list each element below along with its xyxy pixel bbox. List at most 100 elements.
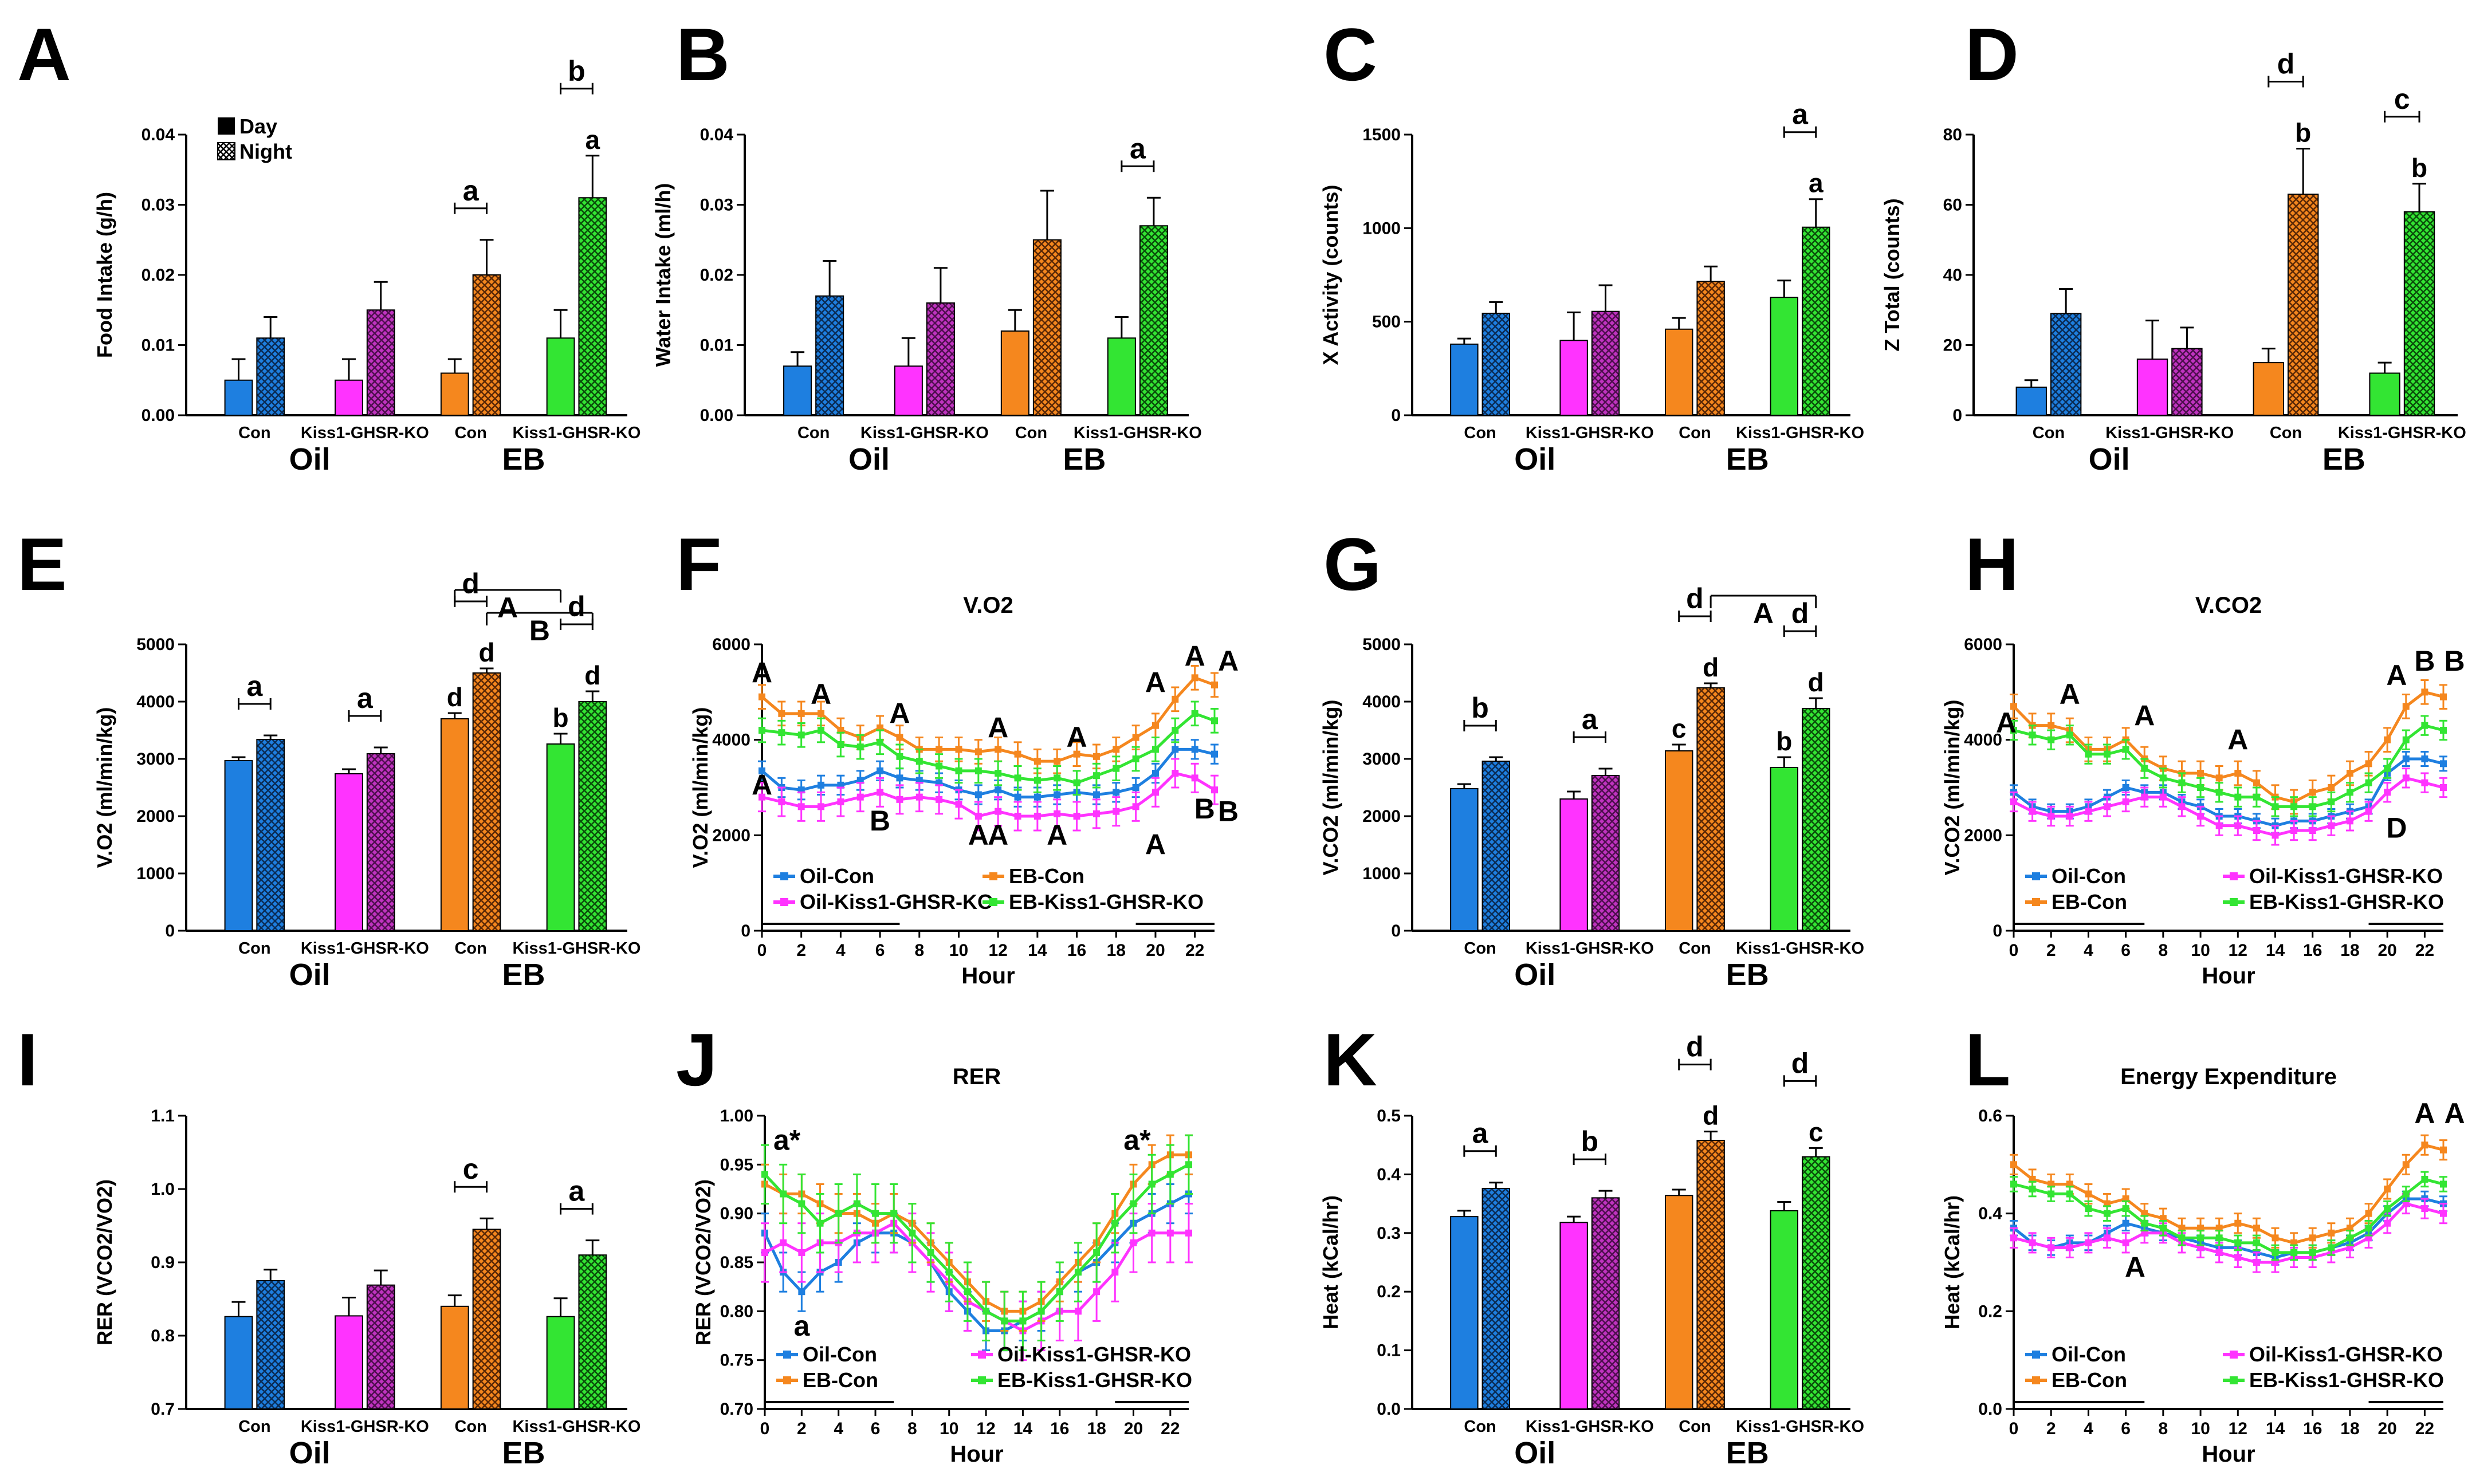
x-tick-label: 0 bbox=[2009, 941, 2019, 960]
data-point bbox=[2104, 803, 2111, 810]
y-tick-label: 0.90 bbox=[720, 1204, 753, 1223]
y-tick-label: 0.70 bbox=[720, 1400, 753, 1419]
x-tick-label: 18 bbox=[1107, 941, 1126, 960]
data-point bbox=[2271, 1249, 2279, 1256]
significance-letter: c bbox=[463, 1153, 479, 1185]
data-point bbox=[778, 798, 785, 805]
x-tick-label: 12 bbox=[988, 941, 1007, 960]
x-tick-label: 0 bbox=[757, 941, 767, 960]
chart-title: V.O2 bbox=[963, 593, 1013, 618]
y-tick-label: 1500 bbox=[1362, 125, 1401, 144]
bar bbox=[256, 1280, 285, 1410]
x-tick-label: 16 bbox=[1067, 941, 1086, 960]
legend-marker bbox=[783, 1351, 791, 1359]
category-label: Con bbox=[1015, 424, 1047, 442]
category-label: Kiss1-GHSR-KO bbox=[301, 1418, 429, 1436]
data-point bbox=[2421, 1205, 2428, 1213]
significance-letter: d bbox=[2277, 48, 2295, 80]
bar bbox=[472, 1229, 501, 1410]
bar bbox=[1591, 1197, 1620, 1410]
x-axis-label: Hour bbox=[961, 963, 1015, 989]
data-point bbox=[1014, 750, 1021, 758]
bar bbox=[1032, 239, 1062, 416]
x-tick-label: 14 bbox=[1028, 941, 1047, 960]
bar bbox=[1591, 775, 1620, 931]
data-point bbox=[1092, 791, 1100, 798]
legend-marker bbox=[2032, 898, 2040, 906]
data-point bbox=[995, 746, 1002, 753]
group-label: EB bbox=[502, 442, 545, 477]
panel-f: F 0 2000 4000 6000 V.O2 (ml/min/kg) 0 2 4 6 8 10 12 1… bbox=[676, 522, 1239, 989]
x-tick-label: 16 bbox=[2303, 941, 2322, 960]
y-axis-label: V.O2 (ml/min/kg) bbox=[689, 707, 712, 868]
data-point bbox=[1152, 770, 1159, 777]
x-tick-label: 2 bbox=[797, 1419, 807, 1438]
bar bbox=[1481, 312, 1511, 416]
data-point bbox=[2197, 770, 2204, 777]
x-tick-label: 6 bbox=[2121, 1419, 2131, 1438]
group-label: EB bbox=[1726, 1436, 1769, 1470]
data-point bbox=[780, 1190, 787, 1198]
data-point bbox=[853, 1200, 860, 1207]
category-label: Con bbox=[238, 939, 270, 958]
y-tick-label: 0.1 bbox=[1377, 1341, 1401, 1360]
y-tick-label: 6000 bbox=[1964, 635, 2002, 654]
chart-title: Energy Expenditure bbox=[2120, 1064, 2337, 1089]
category-label: Kiss1-GHSR-KO bbox=[512, 1418, 640, 1436]
data-point bbox=[778, 729, 785, 737]
data-point bbox=[1172, 746, 1179, 753]
data-point bbox=[1033, 758, 1041, 765]
category-label: Kiss1-GHSR-KO bbox=[2105, 424, 2234, 442]
data-point bbox=[2328, 822, 2335, 829]
category-label: Con bbox=[1464, 939, 1496, 958]
y-tick-label: 40 bbox=[1943, 266, 1962, 285]
data-point bbox=[964, 1288, 971, 1296]
y-tick-label: 0.00 bbox=[142, 406, 175, 425]
data-point bbox=[2048, 1190, 2055, 1198]
data-point bbox=[2440, 693, 2447, 700]
data-point bbox=[2215, 774, 2223, 782]
x-tick-label: 0 bbox=[760, 1419, 770, 1438]
significance-letter: b bbox=[1776, 726, 1792, 756]
significance-letter: d bbox=[478, 637, 494, 667]
y-axis-label: V.O2 (ml/min/kg) bbox=[93, 707, 116, 868]
panel-letter: H bbox=[1965, 522, 2019, 606]
data-point bbox=[2215, 822, 2223, 829]
y-tick-label: 0.7 bbox=[151, 1400, 175, 1419]
data-point bbox=[877, 767, 884, 774]
data-point bbox=[2085, 1190, 2092, 1198]
y-tick-label: 0.75 bbox=[720, 1351, 753, 1370]
data-point bbox=[2328, 1229, 2335, 1237]
data-point bbox=[2029, 1239, 2036, 1246]
data-point bbox=[2440, 727, 2447, 734]
panel-letter: K bbox=[1323, 1018, 1377, 1101]
data-point bbox=[1056, 1288, 1063, 1296]
data-point bbox=[2309, 789, 2316, 796]
bar bbox=[366, 1284, 395, 1410]
data-point bbox=[936, 762, 943, 770]
bar bbox=[1802, 708, 1830, 931]
bar bbox=[1770, 1210, 1799, 1410]
bar bbox=[2136, 359, 2168, 416]
significance-letter: d bbox=[462, 568, 480, 600]
data-point bbox=[896, 753, 903, 760]
x-tick-label: 4 bbox=[836, 941, 846, 960]
data-point bbox=[877, 789, 884, 796]
data-point bbox=[1211, 681, 1218, 688]
category-label: Kiss1-GHSR-KO bbox=[1526, 1418, 1654, 1436]
x-tick-label: 10 bbox=[940, 1419, 958, 1438]
data-point bbox=[797, 710, 805, 717]
bar bbox=[1107, 337, 1136, 416]
data-point bbox=[797, 803, 805, 810]
data-point bbox=[2365, 1225, 2372, 1232]
legend-label: Oil-Con bbox=[2052, 1343, 2126, 1366]
data-point bbox=[2384, 1205, 2391, 1213]
significance-letter: d bbox=[1791, 597, 1809, 629]
data-point bbox=[1111, 1269, 1119, 1276]
data-point bbox=[1166, 1171, 1174, 1178]
y-tick-label: 0.04 bbox=[142, 125, 175, 144]
legend-label: Oil-Kiss1-GHSR-KO bbox=[2249, 1343, 2443, 1366]
data-point bbox=[974, 748, 982, 755]
data-point bbox=[1152, 746, 1159, 753]
data-point bbox=[1211, 786, 1218, 794]
